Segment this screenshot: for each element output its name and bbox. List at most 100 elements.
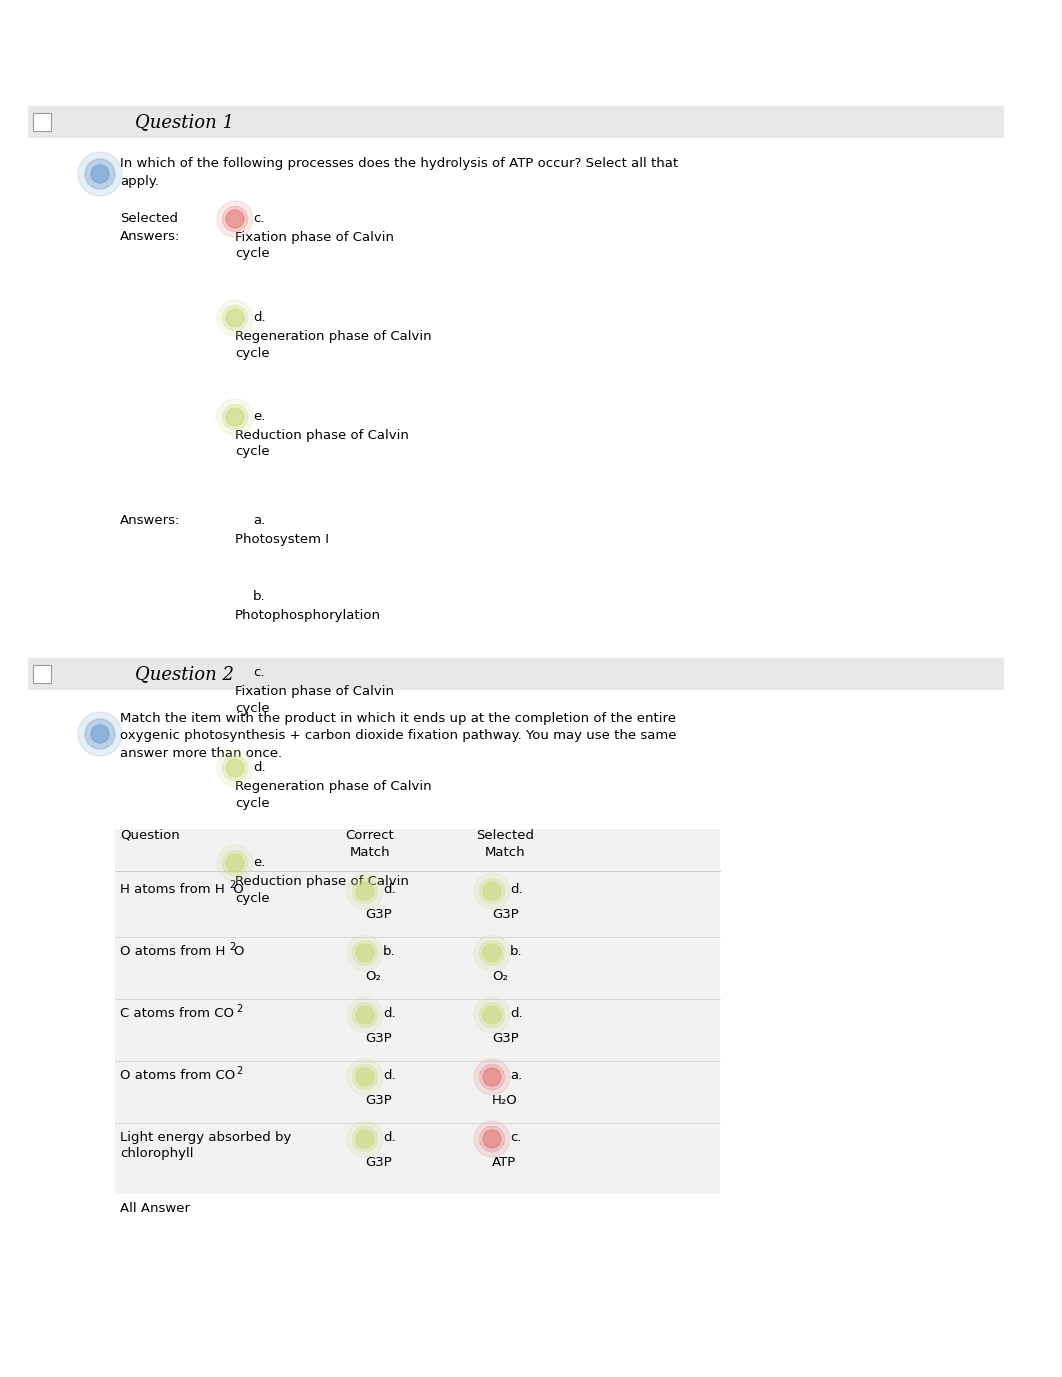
- Text: G3P: G3P: [492, 1031, 518, 1045]
- Circle shape: [483, 945, 501, 963]
- Text: Answers:: Answers:: [120, 514, 181, 527]
- Text: b.: b.: [383, 945, 396, 958]
- Text: G3P: G3P: [365, 1031, 392, 1045]
- Text: Reduction phase of Calvin
cycle: Reduction phase of Calvin cycle: [235, 430, 409, 459]
- Circle shape: [217, 845, 253, 881]
- Circle shape: [347, 873, 383, 909]
- Text: Correct
Match: Correct Match: [345, 829, 394, 858]
- Text: a.: a.: [253, 514, 266, 527]
- Circle shape: [222, 756, 247, 781]
- Circle shape: [347, 1059, 383, 1095]
- Text: d.: d.: [383, 1007, 396, 1020]
- Circle shape: [222, 207, 247, 231]
- Circle shape: [222, 306, 247, 330]
- Text: c.: c.: [253, 212, 264, 224]
- Circle shape: [226, 308, 244, 326]
- Text: Selected
Answers:: Selected Answers:: [120, 212, 181, 242]
- Text: c.: c.: [510, 1131, 521, 1144]
- Text: b.: b.: [253, 589, 266, 603]
- FancyBboxPatch shape: [33, 113, 51, 131]
- Circle shape: [353, 1126, 378, 1151]
- Text: Photophosphorylation: Photophosphorylation: [235, 609, 381, 622]
- Text: d.: d.: [383, 883, 396, 896]
- Circle shape: [353, 1002, 378, 1027]
- Circle shape: [483, 1007, 501, 1024]
- Circle shape: [85, 719, 115, 749]
- Circle shape: [217, 750, 253, 786]
- Circle shape: [347, 935, 383, 971]
- Circle shape: [78, 712, 122, 756]
- Text: ATP: ATP: [492, 1157, 516, 1169]
- Text: O atoms from H  O: O atoms from H O: [120, 945, 244, 958]
- Circle shape: [474, 1121, 510, 1157]
- Circle shape: [85, 158, 115, 189]
- Text: 2: 2: [237, 1066, 243, 1075]
- Circle shape: [474, 1059, 510, 1095]
- Text: 2: 2: [237, 1004, 243, 1013]
- Text: e.: e.: [253, 410, 266, 423]
- Text: G3P: G3P: [365, 907, 392, 921]
- Circle shape: [217, 300, 253, 336]
- Circle shape: [222, 405, 247, 430]
- Circle shape: [483, 883, 501, 901]
- Circle shape: [217, 201, 253, 237]
- Circle shape: [222, 851, 247, 876]
- Text: b.: b.: [510, 945, 523, 958]
- Circle shape: [356, 945, 374, 963]
- Circle shape: [479, 879, 504, 903]
- Text: Question 1: Question 1: [135, 113, 234, 131]
- Circle shape: [474, 935, 510, 971]
- Text: d.: d.: [253, 761, 266, 774]
- Text: Photosystem I: Photosystem I: [235, 533, 329, 547]
- Text: d.: d.: [510, 1007, 523, 1020]
- Circle shape: [353, 940, 378, 965]
- Circle shape: [356, 1069, 374, 1086]
- Text: G3P: G3P: [492, 907, 518, 921]
- Text: a.: a.: [510, 1069, 523, 1082]
- Text: Light energy absorbed by
chlorophyll: Light energy absorbed by chlorophyll: [120, 1131, 291, 1161]
- Circle shape: [483, 1131, 501, 1148]
- Text: Regeneration phase of Calvin
cycle: Regeneration phase of Calvin cycle: [235, 330, 431, 359]
- Circle shape: [356, 1007, 374, 1024]
- Circle shape: [353, 1064, 378, 1089]
- Circle shape: [356, 883, 374, 901]
- Text: C atoms from CO: C atoms from CO: [120, 1007, 242, 1020]
- Text: Regeneration phase of Calvin
cycle: Regeneration phase of Calvin cycle: [235, 779, 431, 810]
- Text: In which of the following processes does the hydrolysis of ATP occur? Select all: In which of the following processes does…: [120, 157, 679, 187]
- Text: All Answer: All Answer: [120, 1202, 190, 1215]
- FancyBboxPatch shape: [28, 106, 1004, 138]
- Circle shape: [226, 211, 244, 229]
- Text: Fixation phase of Calvin
cycle: Fixation phase of Calvin cycle: [235, 231, 394, 260]
- Circle shape: [353, 879, 378, 903]
- Circle shape: [91, 726, 109, 744]
- Text: Reduction phase of Calvin
cycle: Reduction phase of Calvin cycle: [235, 874, 409, 905]
- Circle shape: [78, 151, 122, 196]
- Text: c.: c.: [253, 666, 264, 679]
- Circle shape: [91, 165, 109, 183]
- Text: Question 2: Question 2: [135, 665, 234, 683]
- Circle shape: [479, 1064, 504, 1089]
- Text: H atoms from H  O: H atoms from H O: [120, 883, 244, 896]
- Text: d.: d.: [383, 1069, 396, 1082]
- Circle shape: [226, 408, 244, 425]
- Circle shape: [226, 854, 244, 872]
- Circle shape: [347, 997, 383, 1033]
- FancyBboxPatch shape: [33, 665, 51, 683]
- Text: 2: 2: [229, 880, 236, 890]
- Circle shape: [226, 759, 244, 777]
- Circle shape: [479, 1126, 504, 1151]
- Text: d.: d.: [383, 1131, 396, 1144]
- Text: Fixation phase of Calvin
cycle: Fixation phase of Calvin cycle: [235, 684, 394, 715]
- FancyBboxPatch shape: [115, 829, 720, 1194]
- Circle shape: [356, 1131, 374, 1148]
- Text: Match the item with the product in which it ends up at the completion of the ent: Match the item with the product in which…: [120, 712, 676, 760]
- Circle shape: [483, 1069, 501, 1086]
- Text: O₂: O₂: [492, 969, 508, 983]
- Text: O atoms from CO: O atoms from CO: [120, 1069, 244, 1082]
- Text: d.: d.: [253, 311, 266, 324]
- Text: e.: e.: [253, 856, 266, 869]
- Circle shape: [479, 1002, 504, 1027]
- Text: 2: 2: [229, 942, 236, 952]
- Text: G3P: G3P: [365, 1093, 392, 1107]
- Text: Selected
Match: Selected Match: [476, 829, 534, 858]
